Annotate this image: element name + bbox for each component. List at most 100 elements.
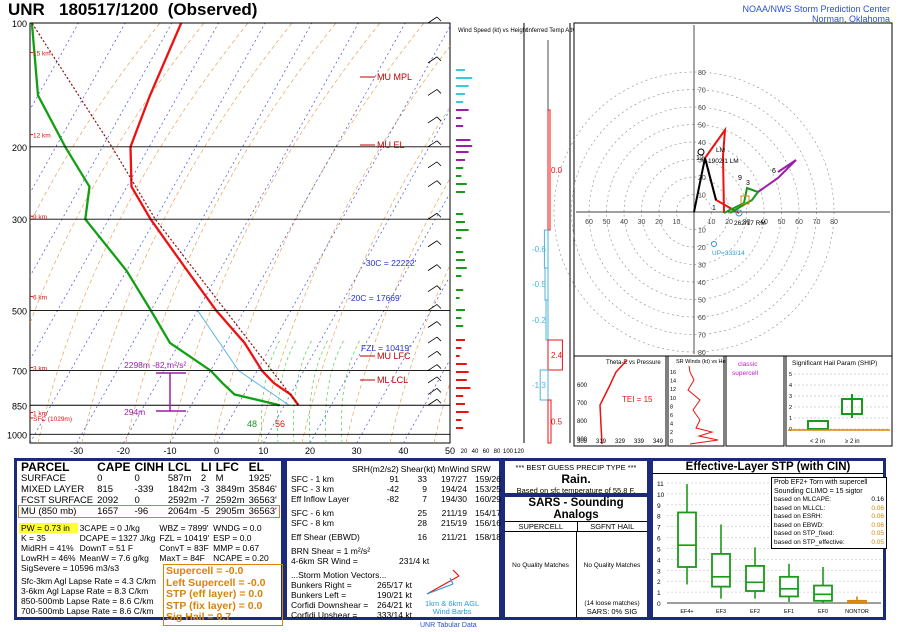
advection-panel: Inferred Temp Advection (C / hr) 0.0 -0.6…	[523, 23, 612, 444]
stp-title: Effective-Layer STP (with CIN)	[653, 461, 883, 474]
cell: FCST SURFACE	[21, 495, 94, 506]
srwind-profile	[687, 365, 719, 445]
cell: LowRH = 46%	[21, 553, 76, 563]
stp-based-label: based on MLCAPE:	[774, 496, 832, 503]
cell: WNDG = 0.0	[213, 523, 262, 533]
wind-barb	[427, 140, 438, 148]
page-title: UNR 180517/1200 (Observed)	[8, 0, 258, 19]
stp-category-label: EF3	[716, 609, 726, 615]
cell: WBZ = 7899'	[159, 523, 209, 533]
advection-bar	[547, 109, 551, 231]
stp-y-tick: 1	[657, 590, 661, 597]
isotherm	[30, 23, 173, 278]
precip-basis: Based on sfc temperature of 55.8 F.	[516, 486, 636, 495]
hodograph-frame	[573, 22, 893, 357]
lapse-row: 3-6km Agl Lapse Rate = 8.3 C/km	[21, 586, 161, 596]
srwind-y-tick: 10	[670, 396, 676, 402]
cell: MMP = 0.67	[213, 543, 260, 553]
advection-value: 0.5	[551, 418, 563, 427]
upshear-marker	[711, 241, 717, 247]
wind-barb	[427, 56, 438, 64]
pw-cell: PW = 0.73 in	[19, 523, 78, 533]
cell: 0	[134, 473, 140, 484]
hodograph-label: 9	[738, 175, 742, 182]
lapse-label: 700-500mb Lapse Rate =	[21, 606, 118, 616]
moist-adiabat	[325, 339, 345, 443]
el-col: EL	[248, 460, 264, 474]
wind-barb-flag	[436, 398, 442, 404]
isotherm	[30, 23, 79, 111]
storm-type-frame	[725, 355, 785, 447]
advection-value: -0.6	[532, 245, 546, 254]
table-row-selected[interactable]: MU (850 mb) 1657 -96 2064m -5 2905m 36563'	[18, 505, 280, 518]
srwind-ticks: 16 14 12 10 8 6 4 2 0	[670, 370, 676, 445]
stp-category-label: EF0	[818, 609, 828, 615]
wind-barb	[427, 89, 438, 96]
wind-barb	[427, 16, 438, 24]
moist-adiabat	[261, 339, 281, 443]
stp-box	[711, 553, 731, 588]
moist-adiabat	[341, 339, 361, 443]
stp-based-row: based on ESRH: 0.06	[774, 513, 884, 522]
pressure-tick-label: 200	[12, 143, 27, 153]
motion-value: 190/21 kt	[377, 590, 412, 600]
lapse-label: Sfc-3km Agl Lapse Rate =	[21, 576, 120, 586]
cell: 158/18	[475, 532, 501, 542]
wind-speed-tick: 20	[461, 449, 468, 455]
cell: 25	[417, 508, 427, 518]
height-label: 1 km	[33, 410, 47, 417]
motion-row: Bunkers Right = 265/17 kt	[291, 580, 501, 590]
cell: 211/19	[441, 508, 467, 518]
hodograph-tick: 30	[638, 219, 646, 226]
hodograph-tick: 80	[698, 70, 706, 77]
wind-barb	[427, 212, 438, 220]
isotherm	[309, 192, 450, 443]
cell: MIXED LAYER	[21, 484, 85, 495]
srwind-y-tick: 4	[670, 422, 673, 428]
sig-hail-value: Sig Hail = 0.7	[166, 611, 232, 623]
cell: 1925'	[248, 473, 272, 484]
motion-row: Bunkers Left = 190/21 kt	[291, 590, 501, 600]
parcel-table: PARCEL CAPE CINH LCL LI LFC EL SURFACE 0 0…	[18, 460, 280, 518]
cell: 153/25	[475, 484, 501, 494]
cinh-col: CINH	[134, 460, 164, 474]
stp-y-tick: 0	[657, 601, 661, 608]
hodograph-tick: 10	[708, 219, 716, 226]
stp-panel: Effective-Layer STP (with CIN) 11 10 9 8 7 6 5…	[650, 458, 887, 620]
agl-wind-barbs-icon	[426, 569, 460, 595]
sars-body: No Quality Matches No Quality Matches (1…	[505, 532, 647, 618]
theta-x-tick: 329	[615, 439, 626, 445]
wind-speed-tick: 40	[472, 449, 479, 455]
stp-based-row: based on STP_effective: 0.05	[774, 539, 884, 548]
wind-barb	[427, 116, 438, 124]
cell: 197/27	[441, 474, 467, 484]
sfc-temp-label: 56	[275, 419, 285, 429]
cell: 9	[422, 484, 427, 494]
height-label: 3 km	[33, 366, 47, 373]
cell: 211/21	[441, 532, 467, 542]
motion-label: Corfidi Downshear =	[291, 600, 369, 610]
footer-link[interactable]: UNR Tabular Data	[420, 622, 477, 629]
lapse-value: 8.6 C/km	[119, 606, 154, 616]
theta-y-tick: 600	[577, 383, 588, 389]
ship-box-small	[807, 420, 829, 430]
storm-type-panel: classic supercell	[725, 355, 785, 447]
cell: 2592m	[215, 495, 245, 506]
table-row: MIXED LAYER 815 -339 1842m -3 3849m 35846'	[19, 484, 279, 495]
advection-bar	[539, 369, 549, 401]
cell: 587m	[167, 473, 192, 484]
stp-category-label: NONTOR	[845, 609, 869, 615]
hodograph-tick: 60	[698, 315, 706, 322]
stp-based-label: based on EBWD:	[774, 521, 824, 529]
sars-supercell-matches: No Quality Matches	[505, 532, 577, 618]
hodograph-tick: 30	[743, 219, 751, 226]
lapse-label: 3-6km Agl Lapse Rate =	[21, 586, 112, 596]
sigsevere-cell: SigSevere = 10596 m3/s3	[21, 563, 120, 573]
wind-barb-flag	[436, 56, 442, 62]
ship-y-tick: 5	[789, 372, 792, 378]
ship-title: Significant Hail Param (SHIP)	[792, 360, 877, 367]
theta-ticks: 309 319 329 339 349 600 700 800 900	[577, 383, 664, 445]
wind-barb	[427, 285, 438, 292]
cell: SFC - 8 km	[291, 518, 334, 528]
stp-based-value: 0.06	[871, 513, 884, 520]
